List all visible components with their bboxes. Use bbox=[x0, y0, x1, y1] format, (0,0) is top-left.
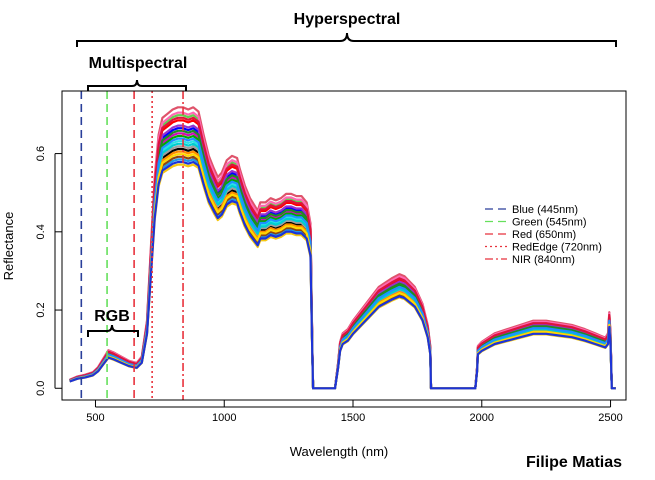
axes-group: 500 1000 1500 2000 2500 0.0 0.2 0.4 0.6 bbox=[35, 146, 623, 424]
legend: Blue (445nm)Green (545nm)Red (650nm)RedE… bbox=[485, 204, 602, 266]
spectra-group bbox=[69, 106, 616, 390]
x-axis-label: Wavelength (nm) bbox=[290, 444, 389, 459]
legend-label-2: Green (545nm) bbox=[512, 217, 587, 229]
multispectral-label: Multispectral bbox=[89, 55, 188, 72]
multispectral-bracket bbox=[87, 79, 187, 91]
credit-label: Filipe Matias bbox=[526, 454, 622, 471]
y-tick-label: 0.0 bbox=[35, 381, 47, 396]
legend-label-5: NIR (840nm) bbox=[512, 254, 575, 266]
rgb-bracket bbox=[87, 324, 139, 337]
legend-label-3: Red (650nm) bbox=[512, 229, 576, 241]
rgb-label: RGB bbox=[94, 308, 130, 325]
legend-label-1: Blue (445nm) bbox=[512, 204, 578, 216]
x-tick-label: 2500 bbox=[598, 412, 622, 424]
spectrum-line-18 bbox=[69, 116, 616, 390]
y-axis-label: Reflectance bbox=[1, 212, 16, 281]
y-tick-label: 0.4 bbox=[35, 224, 47, 239]
y-tick-label: 0.2 bbox=[35, 302, 47, 317]
band-lines-group bbox=[80, 91, 184, 400]
y-tick-label: 0.6 bbox=[35, 146, 47, 161]
hyperspectral-bracket bbox=[76, 32, 617, 47]
x-tick-label: 2000 bbox=[470, 412, 494, 424]
x-tick-label: 1500 bbox=[341, 412, 365, 424]
spectrum-line-21 bbox=[69, 160, 616, 390]
legend-label-4: RedEdge (720nm) bbox=[512, 242, 602, 254]
spectrum-line-19 bbox=[69, 137, 616, 390]
hyperspectral-label: Hyperspectral bbox=[294, 11, 401, 28]
x-tick-label: 500 bbox=[86, 412, 104, 424]
x-tick-label: 1000 bbox=[212, 412, 236, 424]
